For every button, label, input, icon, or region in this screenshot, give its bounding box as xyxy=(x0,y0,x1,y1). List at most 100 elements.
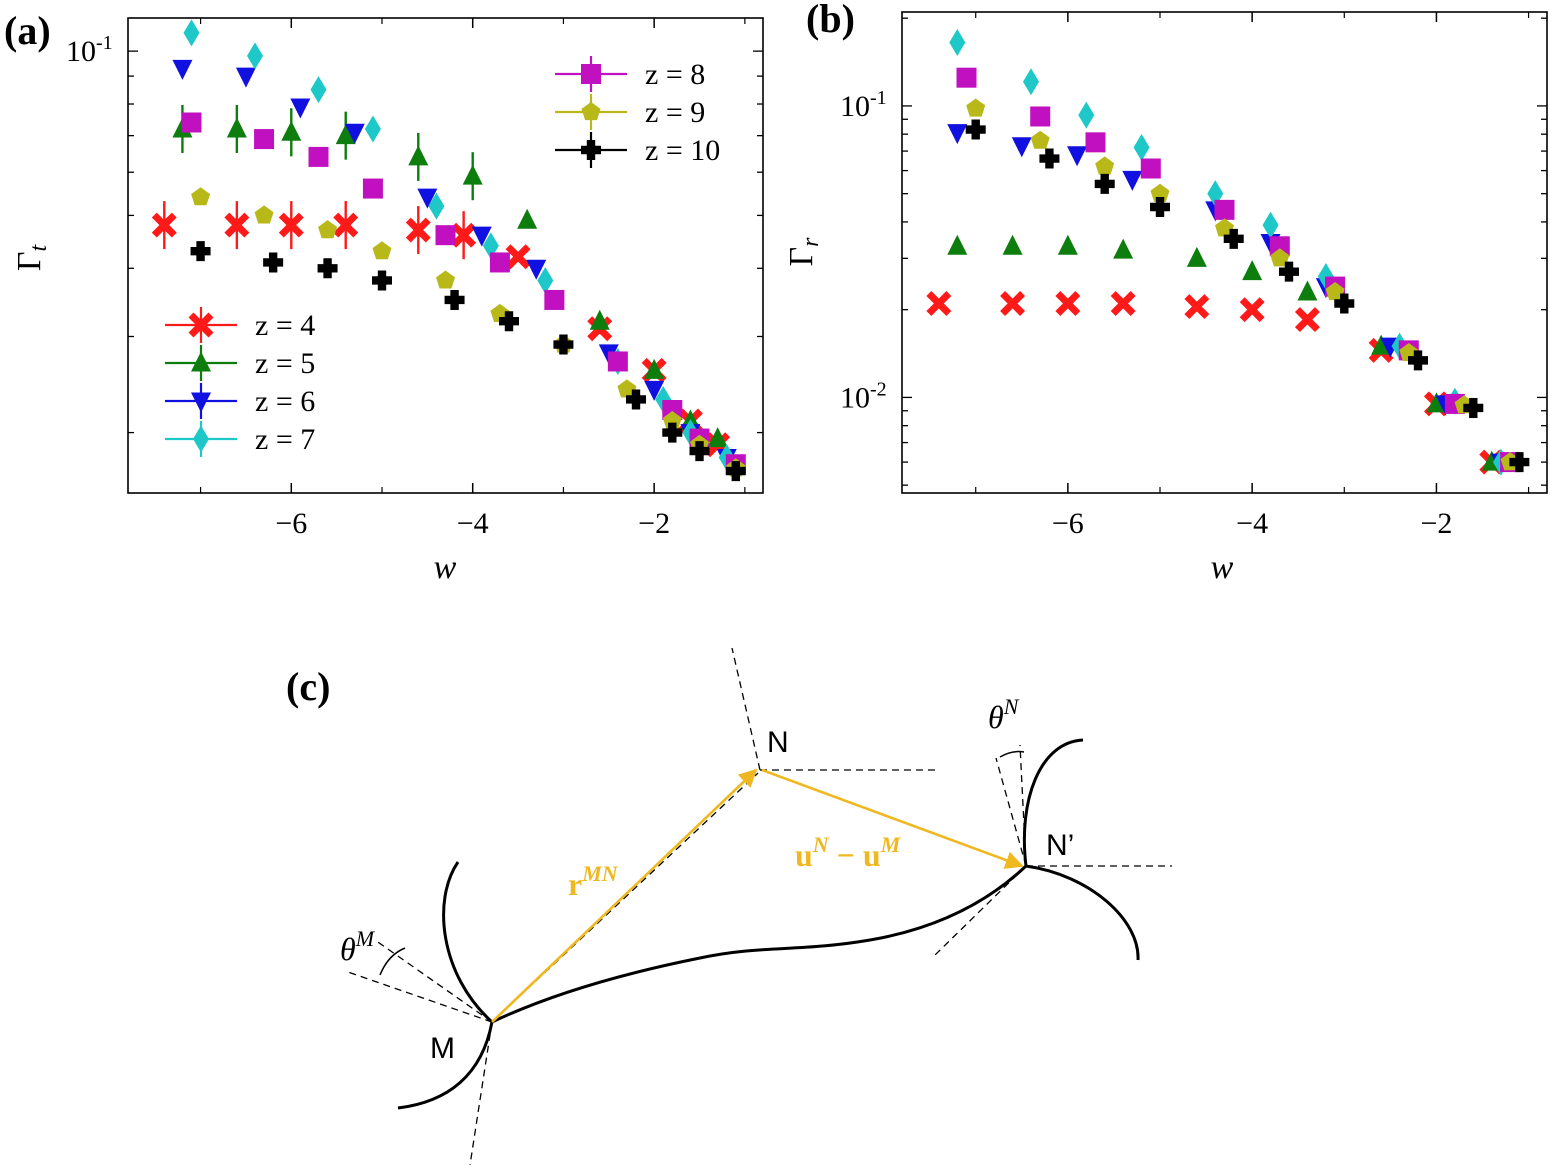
data-point xyxy=(263,252,284,273)
legend-entry-z-10: z = 10 xyxy=(555,132,720,168)
data-point xyxy=(644,380,665,401)
data-point xyxy=(405,217,431,243)
data-point xyxy=(333,212,359,238)
legend-marker xyxy=(581,140,601,160)
data-point xyxy=(435,225,456,246)
data-point xyxy=(1057,234,1078,255)
legend-entry-z-9: z = 9 xyxy=(555,94,705,130)
data-point xyxy=(1242,260,1263,281)
data-point xyxy=(151,212,177,238)
legend-label: z = 7 xyxy=(255,423,315,456)
data-point xyxy=(254,129,275,150)
data-point xyxy=(310,76,327,104)
series-z-7 xyxy=(183,19,735,472)
data-point xyxy=(517,208,538,229)
data-point xyxy=(1094,173,1115,194)
data-point xyxy=(247,42,263,70)
data-point xyxy=(1371,334,1392,355)
data-point xyxy=(966,98,986,117)
data-point xyxy=(1067,146,1088,167)
data-point xyxy=(318,220,338,239)
data-point xyxy=(1325,282,1345,301)
legend-label: z = 5 xyxy=(255,347,315,380)
data-point xyxy=(224,212,250,238)
legend-entry-z-8: z = 8 xyxy=(555,56,705,92)
legend-entry-z-7: z = 7 xyxy=(165,421,315,457)
vector-u-diff-label: uN − uM xyxy=(795,832,902,873)
data-point xyxy=(589,309,610,330)
data-point xyxy=(278,212,304,238)
data-point xyxy=(1002,234,1023,255)
data-point xyxy=(308,146,329,167)
legend-marker xyxy=(191,351,211,372)
data-point xyxy=(526,259,547,280)
data-point xyxy=(505,244,531,270)
data-point xyxy=(1334,293,1355,314)
data-point xyxy=(372,270,392,291)
data-point xyxy=(1186,246,1207,267)
data-point xyxy=(290,98,311,119)
dash-m-tangent xyxy=(374,939,493,1023)
data-point xyxy=(1055,291,1081,316)
data-point xyxy=(926,291,952,316)
data-point xyxy=(1463,397,1484,418)
data-point xyxy=(947,124,968,145)
y-tick-label: 10-2 xyxy=(840,378,887,414)
data-point xyxy=(1509,452,1530,473)
x-tick-label: −6 xyxy=(275,507,307,540)
data-point xyxy=(1039,148,1060,169)
data-point xyxy=(626,389,646,410)
dash-nprime-lower xyxy=(934,865,1027,956)
series-z-10 xyxy=(965,119,1530,473)
panel-b-label: (b) xyxy=(806,0,855,41)
series-z-4 xyxy=(926,291,1505,475)
dash-nprime-vertical xyxy=(995,757,1027,867)
data-point xyxy=(644,358,665,379)
data-point xyxy=(362,178,383,199)
dash-n-vertical xyxy=(731,647,761,771)
x-tick-label: −4 xyxy=(457,507,489,540)
data-point xyxy=(1214,199,1235,220)
data-point xyxy=(1150,183,1170,202)
dash-m-horizontal xyxy=(347,971,493,1023)
data-point xyxy=(1269,236,1290,257)
data-point xyxy=(1239,297,1265,323)
legend-marker xyxy=(581,64,601,84)
data-point xyxy=(707,427,728,448)
data-point xyxy=(1133,134,1150,162)
dash-nprime-tangent xyxy=(1019,744,1027,867)
panel-a: (a) −6 −4 −210-1 w Γt z = 8z = 9z = 10z = … xyxy=(4,8,764,586)
data-point xyxy=(1297,280,1318,301)
data-point xyxy=(1095,156,1115,175)
legend-entry-z-6: z = 6 xyxy=(165,383,315,419)
data-point xyxy=(364,115,381,143)
dashed-lines xyxy=(347,647,1172,1166)
y-tick-label: 10-1 xyxy=(840,87,887,123)
series-z-5 xyxy=(947,234,1502,471)
panel-a-axes: −6 −4 −2 10-1 xyxy=(66,18,763,540)
panel-a-legend: z = 8 z = 9 z = 10 z = 4 z = 5 z = 6 z = 7 xyxy=(165,56,720,457)
data-point xyxy=(1122,170,1143,191)
data-point xyxy=(428,192,445,220)
data-point xyxy=(1023,68,1039,96)
data-point xyxy=(444,289,465,310)
data-point xyxy=(949,29,966,57)
data-point xyxy=(725,461,746,482)
data-point xyxy=(235,67,256,88)
panel-b-marks xyxy=(926,29,1530,476)
data-point xyxy=(1150,197,1171,218)
data-point xyxy=(1110,291,1136,316)
legend-entry-z-4: z = 4 xyxy=(165,307,315,343)
data-point xyxy=(181,112,202,133)
curve-m-upper xyxy=(442,861,494,1024)
data-point xyxy=(1113,238,1134,259)
data-point xyxy=(226,117,247,138)
panel-c-label: (c) xyxy=(286,664,330,709)
data-point xyxy=(172,59,193,80)
legend-marker xyxy=(193,425,209,453)
x-tick-label: −2 xyxy=(1420,507,1452,540)
panel-b-ylabel: Γr xyxy=(783,237,824,267)
series-z-6 xyxy=(947,124,1511,474)
vector-rmn-label: rMN xyxy=(568,861,619,902)
